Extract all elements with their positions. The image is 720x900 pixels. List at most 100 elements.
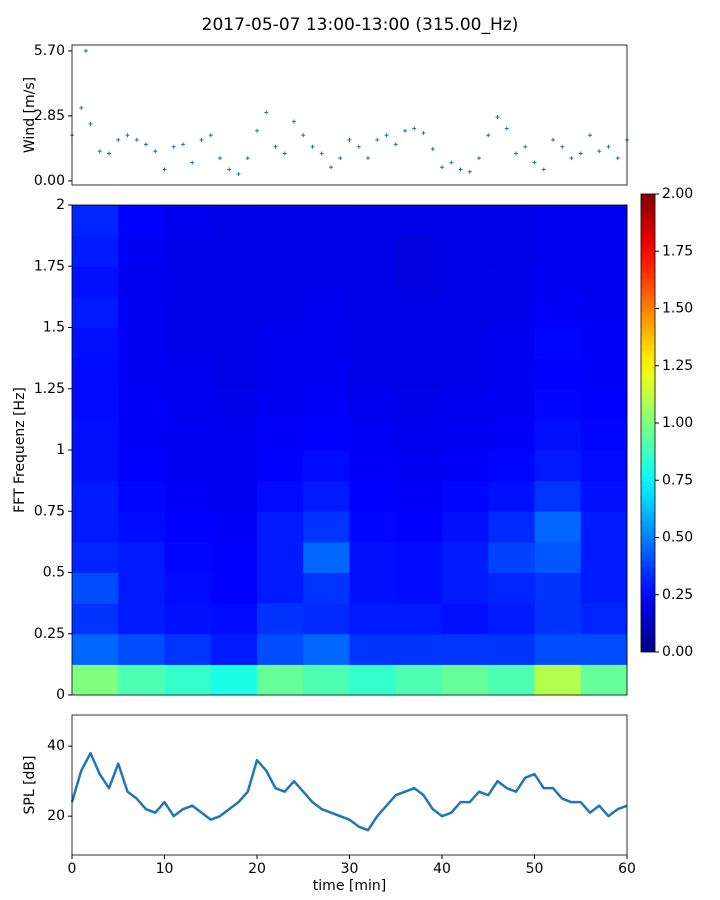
spectrogram-cell bbox=[303, 603, 350, 635]
wind-point bbox=[319, 151, 324, 156]
y-tick-label: 20 bbox=[47, 808, 65, 824]
spectrogram-cell bbox=[580, 633, 628, 665]
spectrogram-cell bbox=[164, 419, 212, 451]
spectrogram-cell bbox=[72, 235, 119, 267]
spectrogram-cell bbox=[210, 388, 258, 420]
spectrogram-cell bbox=[534, 388, 582, 420]
colorbar-tick-label: 1.00 bbox=[662, 415, 693, 431]
wind-point bbox=[384, 133, 389, 138]
spectrogram-cell bbox=[534, 450, 582, 482]
spectrogram-cell bbox=[257, 633, 304, 665]
spectrogram-cell bbox=[210, 450, 258, 482]
wind-point bbox=[588, 133, 592, 138]
spectrogram-cell bbox=[72, 541, 119, 573]
wind-point bbox=[218, 156, 222, 161]
y-tick-label: 2.85 bbox=[34, 108, 65, 124]
spectrogram-cell bbox=[72, 450, 119, 482]
spectrogram-cell bbox=[210, 633, 258, 665]
y-axis-label: Wind [m/s] bbox=[22, 77, 38, 153]
wind-point bbox=[366, 156, 370, 161]
spectrogram-cell bbox=[534, 327, 582, 359]
spectrogram-cell bbox=[210, 541, 258, 573]
spectrogram-cell bbox=[395, 205, 443, 237]
spectrogram-cell bbox=[349, 541, 397, 573]
colorbar-tick-label: 0.00 bbox=[662, 644, 693, 660]
spectrogram-cell bbox=[442, 358, 489, 390]
spectrogram-cell bbox=[118, 266, 165, 298]
x-tick-label: 60 bbox=[618, 861, 636, 877]
spectrogram-cell bbox=[349, 296, 397, 328]
wind-point bbox=[255, 128, 259, 133]
spectrogram-cell bbox=[488, 235, 535, 267]
wind-point bbox=[393, 142, 398, 147]
spectrogram-cell bbox=[534, 572, 582, 604]
wind-point bbox=[153, 149, 158, 154]
y-tick-label: 1.5 bbox=[43, 320, 65, 336]
spectrogram-cell bbox=[303, 480, 350, 512]
spectrogram-cell bbox=[257, 664, 304, 696]
wind-point bbox=[412, 126, 417, 131]
spectrogram-cell bbox=[580, 296, 628, 328]
colorbar-tick-label: 0.25 bbox=[662, 587, 693, 603]
spectrogram-cell bbox=[257, 603, 304, 635]
spectrogram-cell bbox=[118, 603, 165, 635]
wind-point bbox=[292, 119, 296, 124]
spectrogram-cell bbox=[488, 511, 535, 543]
spectrogram-cell bbox=[257, 450, 304, 482]
spectrogram-cell bbox=[442, 450, 489, 482]
spectrogram-cell bbox=[442, 511, 489, 543]
wind-point bbox=[532, 160, 537, 165]
spectrogram-cell bbox=[257, 572, 304, 604]
spectrogram-cell bbox=[488, 296, 535, 328]
spectrogram-cell bbox=[164, 327, 212, 359]
spectrogram-cell bbox=[164, 511, 212, 543]
spectrogram-cell bbox=[580, 450, 628, 482]
spectrogram-cell bbox=[488, 603, 535, 635]
y-tick-label: 0.75 bbox=[34, 503, 65, 519]
y-tick-label: 2 bbox=[56, 197, 65, 213]
spectrogram-cell bbox=[534, 358, 582, 390]
spectrogram-cell bbox=[580, 235, 628, 267]
spectrogram-cell bbox=[164, 358, 212, 390]
spectrogram-cell bbox=[580, 358, 628, 390]
spectrogram-cell bbox=[488, 358, 535, 390]
wind-point bbox=[421, 131, 426, 136]
spectrogram-cell bbox=[210, 358, 258, 390]
wind-point bbox=[125, 133, 130, 138]
y-tick-label: 1.25 bbox=[34, 381, 65, 397]
spectrogram-cell bbox=[72, 572, 119, 604]
wind-point bbox=[560, 144, 565, 149]
y-tick-label: 5.70 bbox=[34, 43, 65, 59]
spectrogram-cell bbox=[210, 266, 258, 298]
spectrogram-cell bbox=[257, 419, 304, 451]
y-tick-label: 40 bbox=[47, 738, 65, 754]
spectrogram-cell bbox=[210, 603, 258, 635]
spectrogram-cell bbox=[164, 235, 212, 267]
wind-point bbox=[273, 144, 278, 149]
axes-frame bbox=[71, 44, 628, 186]
wind-point bbox=[310, 144, 315, 149]
spectrogram-cell bbox=[580, 480, 628, 512]
spectrogram-cell bbox=[442, 480, 489, 512]
spectrogram-cell bbox=[349, 205, 397, 237]
spectrogram-cell bbox=[349, 327, 397, 359]
spectrogram-cell bbox=[442, 235, 489, 267]
figure-title: 2017-05-07 13:00-13:00 (315.00_Hz) bbox=[202, 15, 519, 35]
spectrogram-cell bbox=[349, 511, 397, 543]
spectrogram-cell bbox=[534, 419, 582, 451]
spectrogram-cell bbox=[118, 511, 165, 543]
x-tick-label: 10 bbox=[156, 861, 174, 877]
spectrogram-cell bbox=[303, 541, 350, 573]
wind-point bbox=[236, 172, 241, 177]
spectrogram-cell bbox=[164, 541, 212, 573]
spectrogram-cell bbox=[303, 419, 350, 451]
spectrogram-cell bbox=[442, 541, 489, 573]
spectrogram-cell bbox=[257, 235, 304, 267]
wind-point bbox=[301, 133, 306, 138]
spectrogram-cell bbox=[164, 664, 212, 696]
spectrogram-cell bbox=[534, 266, 582, 298]
spectrogram-cell bbox=[349, 235, 397, 267]
spectrogram-cell bbox=[72, 388, 119, 420]
y-tick-label: 1 bbox=[56, 442, 65, 458]
